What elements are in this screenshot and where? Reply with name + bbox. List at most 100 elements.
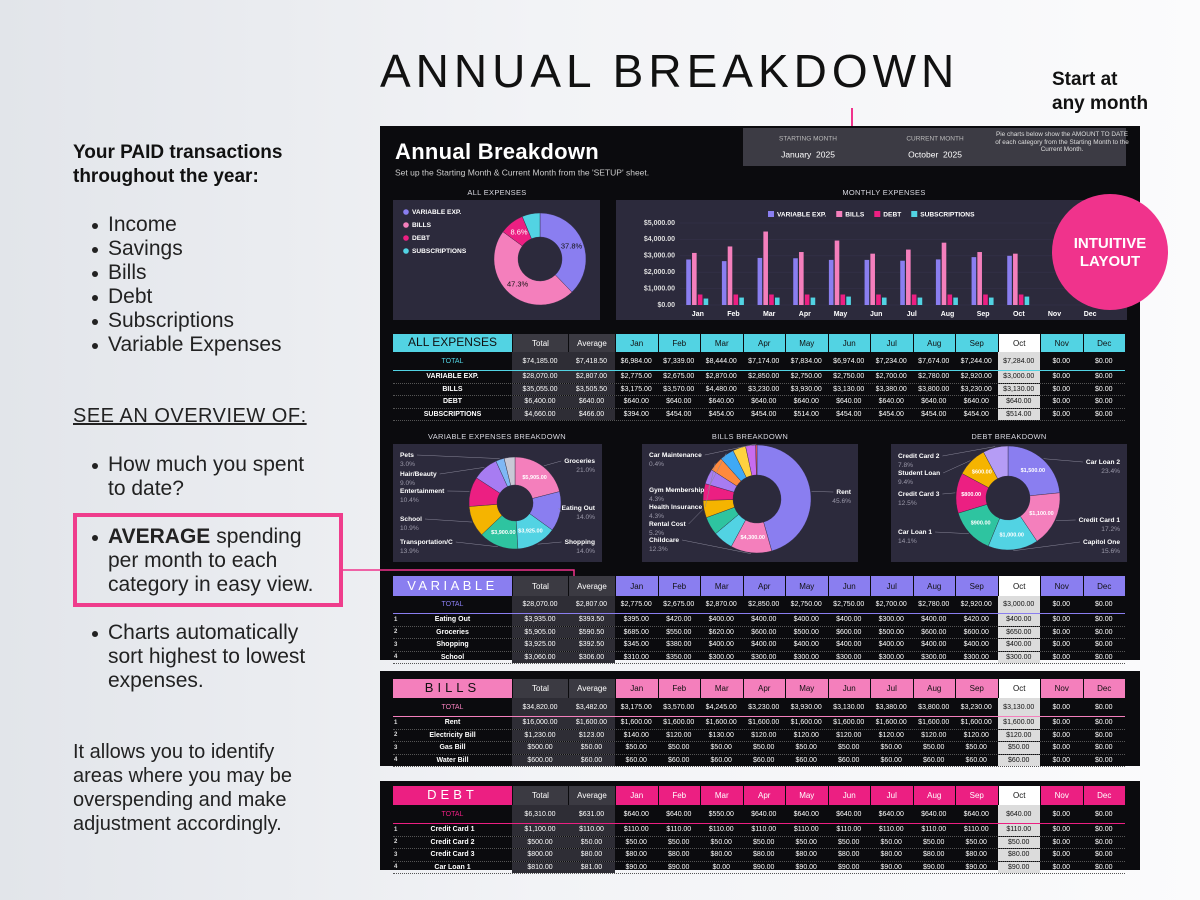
y-tick-label: $5,000.00: [644, 220, 675, 227]
table-cell: $60.00: [568, 754, 615, 766]
table-cell: $0.00: [1052, 616, 1071, 624]
total-cell: $7,234.00: [875, 357, 907, 365]
y-tick-label: $3,000.00: [644, 253, 675, 260]
table-cell: $123.00: [568, 729, 615, 741]
table-cell: $0.00: [1094, 398, 1113, 406]
leader-line: [811, 491, 834, 493]
table-cell: $0.00: [1052, 851, 1071, 859]
table-cell: $0.00: [712, 863, 731, 871]
total-cell: $0.00: [1094, 703, 1113, 711]
leader-line: [942, 492, 956, 495]
table-cell: $6,400.00: [512, 396, 568, 408]
table-cell: $0.00: [1052, 826, 1071, 834]
column-header: Dec: [1082, 576, 1125, 596]
total-cell: $7,418.50: [568, 352, 615, 370]
slice-name: Gym Membership: [649, 487, 704, 494]
column-header: May: [785, 679, 828, 698]
row-label: DEBT: [442, 398, 463, 406]
slice-amount: $600.00: [972, 469, 992, 475]
bar: [953, 297, 958, 305]
legend-label: VARIABLE EXP.: [412, 209, 461, 216]
table-cell: $640.00: [963, 398, 989, 406]
row-label-cell: 1 Rent: [393, 717, 512, 729]
total-cell: $640.00: [963, 810, 989, 818]
slice-amount: $1,500.00: [1021, 468, 1045, 474]
total-cell: $0.00: [1094, 357, 1113, 365]
table-cell: $1,600.00: [705, 719, 737, 727]
data-table: VARIABLE EXPENSESTotalAverageJanFebMarAp…: [393, 576, 1125, 664]
table-cell: $600.00: [512, 754, 568, 766]
slice-percent: 5.2%: [649, 530, 664, 537]
intro-heading: throughout the year:: [73, 166, 259, 187]
row-label: Car Loan 1: [434, 863, 471, 871]
list-line: to date?: [108, 477, 184, 501]
table-cell: $0.00: [1052, 719, 1071, 727]
y-tick-label: $2,000.00: [644, 269, 675, 276]
total-label: TOTAL: [441, 601, 464, 608]
total-cell: $3,130.00: [833, 703, 865, 711]
slice-percent: 14.0%: [576, 514, 595, 521]
table-cell: $1,600.00: [875, 719, 907, 727]
column-header: Total: [512, 679, 568, 698]
table-cell: $0.00: [1052, 863, 1071, 871]
row-label-cell: 2 Credit Card 2: [393, 837, 512, 849]
column-header: Apr: [742, 576, 785, 596]
table-cell: $50.00: [838, 744, 860, 752]
table-cell: $1,100.00: [512, 824, 568, 836]
table-cell: $392.50: [568, 639, 615, 651]
table-cell: $514.00: [793, 410, 819, 418]
total-cell: $3,230.00: [960, 703, 992, 711]
column-header: Average: [568, 576, 615, 596]
column-header: Jun: [827, 576, 870, 596]
total-cell: $3,930.00: [790, 703, 822, 711]
list-line: category in easy view.: [108, 573, 313, 597]
slice-name: School: [400, 516, 422, 523]
table-cell: $35,055.00: [512, 383, 568, 395]
leader-line: [455, 541, 498, 548]
bar: [1013, 253, 1018, 305]
slice-name: Credit Card 3: [898, 491, 940, 498]
slice-percent: 10.9%: [400, 525, 419, 532]
total-cell: $28,070.00: [512, 596, 568, 613]
leader-line: [943, 460, 971, 474]
table-cell: $2,850.00: [748, 373, 780, 381]
leader-line: [704, 463, 716, 508]
table-cell: $3,925.00: [512, 639, 568, 651]
table-cell: $140.00: [623, 731, 649, 739]
table-cell: $3,930.00: [790, 385, 822, 393]
total-cell: $0.00: [1094, 601, 1113, 608]
bar: [971, 257, 977, 305]
legend-swatch: [768, 211, 774, 217]
slice-percent: 13.9%: [400, 548, 419, 555]
legend-swatch: [836, 211, 843, 217]
table-cell: $110.00: [836, 826, 862, 834]
slice-percent: 4.3%: [649, 513, 664, 520]
bar: [697, 294, 703, 305]
table-cell: $620.00: [708, 628, 734, 636]
slice-amount: $800.00: [961, 492, 981, 498]
row-number: 2: [394, 839, 398, 846]
list-item: Income: [108, 213, 177, 236]
total-cell: $640.00: [836, 810, 862, 818]
table-cell: $420.00: [666, 616, 692, 624]
column-header: Apr: [742, 679, 785, 698]
total-cell: $7,174.00: [748, 357, 780, 365]
table-cell: $120.00: [836, 731, 862, 739]
slice-percent: 17.2%: [1101, 526, 1120, 533]
list-line: per month to each: [108, 549, 277, 573]
table-cell: $110.00: [963, 826, 989, 834]
column-header: Oct: [997, 334, 1040, 352]
bar: [1018, 294, 1024, 305]
badge-text: LAYOUT: [1080, 253, 1140, 270]
table-cell: $0.00: [1094, 851, 1113, 859]
y-tick-label: $4,000.00: [644, 236, 675, 243]
table-title: BILLS: [393, 679, 512, 698]
legend-swatch: [403, 222, 409, 228]
total-cell: $640.00: [878, 810, 904, 818]
bullet: [92, 295, 98, 301]
table-cell: $640.00: [793, 398, 819, 406]
bar: [870, 253, 875, 305]
table-cell: $600.00: [836, 628, 862, 636]
table-cell: $1,600.00: [663, 719, 695, 727]
table-cell: $110.00: [751, 826, 777, 834]
